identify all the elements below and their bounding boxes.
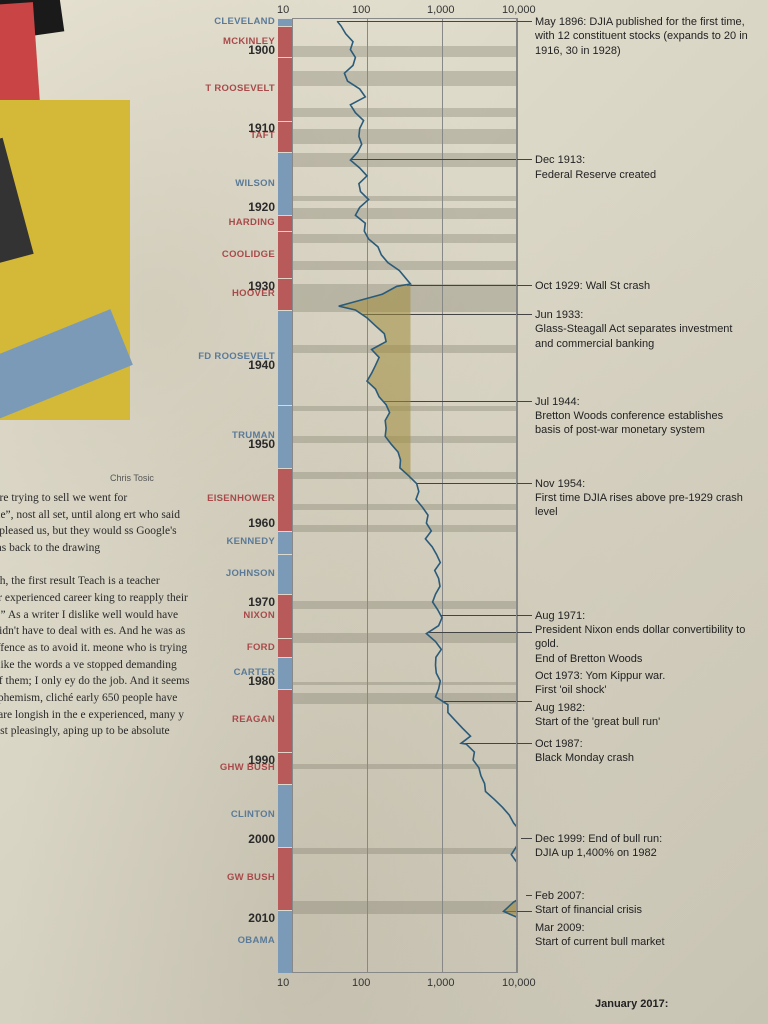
event-annotation: Aug 1971: President Nixon ends dollar co… — [535, 609, 750, 666]
event-annotation: Oct 1987: Black Monday crash — [535, 737, 750, 766]
event-annotation: Jul 1944: Bretton Woods conference estab… — [535, 395, 750, 438]
president-label: CLEVELAND — [195, 16, 275, 27]
decade-label: 2000 — [195, 832, 275, 846]
event-annotation: Jun 1933: Glass-Steagall Act separates i… — [535, 308, 750, 351]
decade-label: 1900 — [195, 43, 275, 57]
president-bar — [278, 121, 292, 153]
event-annotation: Oct 1929: Wall St crash — [535, 279, 750, 293]
president-bar — [278, 784, 292, 847]
president-bar — [278, 910, 292, 973]
event-annotation: Oct 1973: Yom Kippur war. First 'oil sho… — [535, 669, 750, 698]
decade-label: 1920 — [195, 200, 275, 214]
president-bar — [278, 638, 292, 657]
decade-label: 1980 — [195, 674, 275, 688]
event-annotation: Mar 2009: Start of current bull market — [535, 921, 750, 950]
adjacent-article-image — [0, 0, 170, 490]
axis-tick: 1,000 — [427, 977, 455, 989]
event-annotation: May 1896: DJIA published for the first t… — [535, 15, 750, 58]
decade-label: 1910 — [195, 121, 275, 135]
president-bar — [278, 231, 292, 278]
president-label: T ROOSEVELT — [195, 83, 275, 94]
president-bar — [278, 594, 292, 638]
decade-label: 1930 — [195, 279, 275, 293]
event-annotation: Feb 2007: Start of financial crisis — [535, 889, 750, 918]
axis-tick: 100 — [352, 4, 370, 16]
footer-note: January 2017: — [595, 998, 668, 1010]
president-bar — [278, 468, 292, 531]
axis-tick: 10,000 — [502, 977, 536, 989]
event-annotation: Dec 1913: Federal Reserve created — [535, 153, 750, 182]
axis-tick: 10,000 — [502, 4, 536, 16]
decade-label: 2010 — [195, 911, 275, 925]
president-bar — [278, 57, 292, 120]
president-bar — [278, 847, 292, 910]
president-label: JOHNSON — [195, 568, 275, 579]
decade-label: 1950 — [195, 437, 275, 451]
president-bar — [278, 152, 292, 215]
president-label: CLINTON — [195, 809, 275, 820]
president-label: EISENHOWER — [195, 493, 275, 504]
decade-label: 1990 — [195, 753, 275, 767]
president-label: HARDING — [195, 217, 275, 228]
axis-tick: 100 — [352, 977, 370, 989]
president-bar — [278, 310, 292, 405]
president-bar — [278, 405, 292, 468]
axis-tick: 10 — [277, 977, 289, 989]
president-bar — [278, 26, 292, 58]
president-bar — [278, 657, 292, 689]
axis-tick: 1,000 — [427, 4, 455, 16]
president-label: KENNEDY — [195, 536, 275, 547]
axis-tick: 10 — [277, 4, 289, 16]
president-bar — [278, 18, 292, 26]
president-party-bars — [278, 18, 292, 973]
decade-label: 1970 — [195, 595, 275, 609]
image-credit: Chris Tosic — [110, 473, 154, 483]
president-label: FORD — [195, 642, 275, 653]
president-label: OBAMA — [195, 935, 275, 946]
president-bar — [278, 531, 292, 554]
president-labels-column: CLEVELANDMCKINLEYT ROOSEVELTTAFTWILSONHA… — [195, 18, 275, 973]
djia-timeline-chart: CLEVELANDMCKINLEYT ROOSEVELTTAFTWILSONHA… — [195, 6, 765, 1016]
event-annotation: Aug 1982: Start of the 'great bull run' — [535, 701, 750, 730]
plot-area: 101001,00010,000 101001,00010,000 — [292, 18, 517, 973]
president-bar — [278, 689, 292, 752]
president-label: COOLIDGE — [195, 249, 275, 260]
president-label: GW BUSH — [195, 872, 275, 883]
president-bar — [278, 278, 292, 310]
president-label: NIXON — [195, 610, 275, 621]
president-label: REAGAN — [195, 714, 275, 725]
president-bar — [278, 554, 292, 594]
president-label: WILSON — [195, 178, 275, 189]
president-bar — [278, 215, 292, 231]
decade-label: 1940 — [195, 358, 275, 372]
decade-label: 1960 — [195, 516, 275, 530]
adjacent-article-text: do if you are trying to sell we went for… — [0, 490, 190, 740]
event-annotation: Dec 1999: End of bull run: DJIA up 1,400… — [535, 832, 750, 861]
event-annotation: Nov 1954: First time DJIA rises above pr… — [535, 477, 750, 520]
president-bar — [278, 752, 292, 784]
